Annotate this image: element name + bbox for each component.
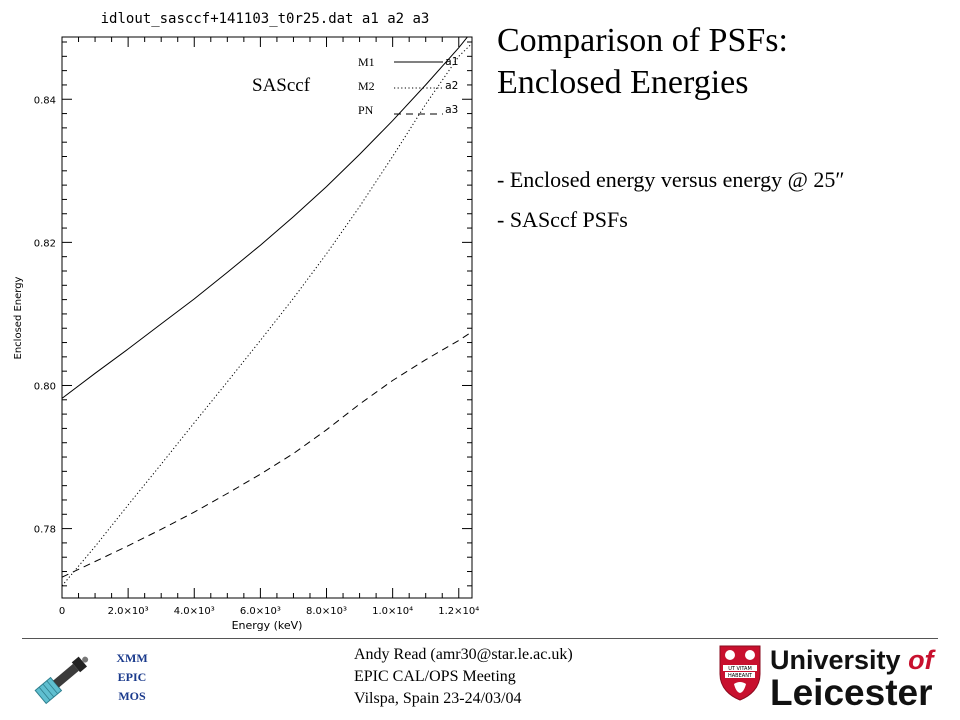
y-axis-label: Enclosed Energy: [13, 276, 24, 359]
bullet-item: - Enclosed energy versus energy @ 25″: [497, 167, 845, 192]
satellite-icon: [34, 656, 89, 705]
university-crest-icon: UT VITAM HABEANT: [719, 645, 761, 701]
chart-title: idlout_sasccf+141103_t0r25.dat a1 a2 a3: [101, 11, 430, 27]
axis-tick-labels: 0 2.0×10³ 4.0×10³ 6.0×10³ 8.0×10³ 1.0×10⁴ 1.2×…: [34, 95, 480, 617]
legend-tag-a3: a3: [445, 103, 458, 116]
y-tick-label: 0.78: [34, 525, 56, 536]
slide-title-line-2: Enclosed Energies: [497, 64, 749, 101]
meeting-line: EPIC CAL/OPS Meeting: [354, 668, 516, 685]
x-tick-label: 6.0×10³: [240, 606, 281, 617]
x-tick-label: 2.0×10³: [108, 606, 149, 617]
chart-legend: M1 a1 M2 a2 PN a3: [358, 55, 458, 117]
chart-annotation: SASccf: [252, 75, 311, 96]
x-tick-label: 0: [59, 606, 65, 617]
slide-title: Comparison of PSFs: Enclosed Energies: [497, 20, 788, 104]
footer-divider: [22, 638, 938, 639]
series-line-m2: [62, 43, 472, 587]
mission-line: EPIC: [117, 670, 147, 684]
x-tick-label: 4.0×10³: [174, 606, 215, 617]
legend-tag-a1: a1: [445, 55, 458, 68]
slide-title-line-1: Comparison of PSFs:: [497, 22, 788, 59]
series-line-pn: [62, 331, 472, 578]
legend-label-pn: PN: [358, 103, 374, 117]
axis-ticks: [61, 37, 472, 598]
plot-frame: [61, 36, 473, 599]
x-tick-label: 1.2×10⁴: [438, 606, 479, 617]
legend-tag-a2: a2: [445, 79, 458, 92]
mission-label: XMM EPIC MOS: [100, 649, 164, 706]
y-tick-label: 0.82: [34, 238, 56, 249]
x-axis-label: Energy (keV): [232, 619, 303, 632]
x-tick-label: 1.0×10⁴: [372, 606, 413, 617]
y-tick-label: 0.84: [34, 95, 56, 106]
venue-line: Vilspa, Spain 23-24/03/04: [354, 690, 522, 707]
svg-text:HABEANT: HABEANT: [728, 673, 753, 679]
author-line: Andy Read (amr30@star.le.ac.uk): [354, 646, 573, 663]
university-wordmark: University of Leicester: [770, 645, 934, 713]
author-info: Andy Read (amr30@star.le.ac.uk) EPIC CAL…: [354, 644, 573, 710]
bullet-item: - SASccf PSFs: [497, 207, 628, 232]
mission-line: MOS: [118, 689, 146, 703]
mission-line: XMM: [116, 651, 148, 665]
legend-label-m1: M1: [358, 55, 375, 69]
y-tick-label: 0.80: [34, 381, 56, 392]
series-line-m1: [62, 37, 469, 399]
x-tick-label: 8.0×10³: [306, 606, 347, 617]
svg-text:UT VITAM: UT VITAM: [728, 666, 752, 672]
bullet-list: - Enclosed energy versus energy @ 25″ - …: [497, 160, 845, 240]
series-lines: [62, 37, 472, 587]
enclosed-energy-chart: idlout_sasccf+141103_t0r25.dat a1 a2 a3 …: [13, 11, 480, 632]
legend-label-m2: M2: [358, 79, 375, 93]
